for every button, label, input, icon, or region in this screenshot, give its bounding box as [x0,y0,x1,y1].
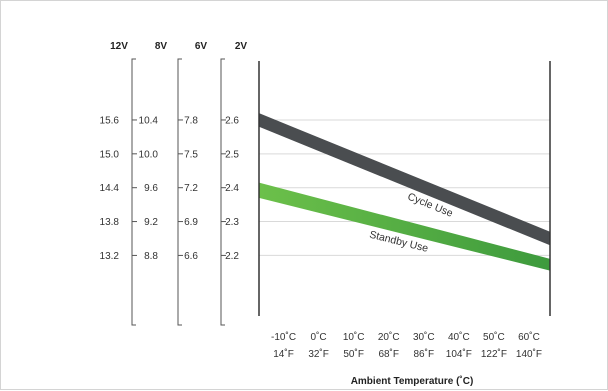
x-tick-label-fahrenheit: 32˚F [308,348,329,360]
x-tick-label-fahrenheit: 140˚F [516,348,542,360]
x-tick-label-fahrenheit: 122˚F [481,348,507,360]
voltage-tick-label: 7.8 [184,115,198,126]
voltage-axis-header: 8V [155,41,168,52]
voltage-tick-label: 9.6 [144,183,158,194]
voltage-tick-label: 8.8 [144,251,158,262]
voltage-tick-label: 15.6 [100,115,120,126]
voltage-axis-bracket [220,58,225,326]
x-tick-label-fahrenheit: 68˚F [378,348,399,360]
voltage-axis-header: 6V [195,41,208,52]
voltage-tick-label: 9.2 [144,217,158,228]
voltage-tick-label: 10.4 [139,115,159,126]
x-tick-label-fahrenheit: 86˚F [414,348,435,360]
voltage-tick-label: 2.5 [225,149,239,160]
x-tick-label-celsius: 20˚C [378,331,400,343]
voltage-tick-label: 2.3 [225,217,239,228]
voltage-tick-label: 6.9 [184,217,198,228]
voltage-tick-label: 6.6 [184,251,198,262]
voltage-axis-bracket [131,58,136,326]
voltage-tick-label: 2.2 [225,251,239,262]
x-tick-label-celsius: 10˚C [343,331,365,343]
x-axis-title: Ambient Temperature (˚C) [351,375,474,387]
x-tick-label-celsius: -10˚C [271,331,296,343]
voltage-tick-label: 7.5 [184,149,198,160]
voltage-tick-label: 2.4 [225,183,239,194]
x-tick-label-celsius: 40˚C [448,331,470,343]
voltage-tick-label: 15.0 [100,149,120,160]
voltage-tick-label: 13.2 [100,251,120,262]
voltage-axis-header: 2V [235,41,248,52]
voltage-axis-header: 12V [110,41,128,52]
cycle-use-band [259,113,550,246]
voltage-tick-label: 14.4 [100,183,120,194]
standby-use-band [259,182,550,271]
axes [131,58,551,326]
x-tick-label-fahrenheit: 50˚F [343,348,364,360]
voltage-tick-label: 13.8 [100,217,120,228]
x-tick-label-celsius: 50˚C [483,331,505,343]
x-tick-label-fahrenheit: 14˚F [273,348,294,360]
x-tick-label-celsius: 60˚C [518,331,540,343]
voltage-tick-label: 10.0 [139,149,159,160]
voltage-axis-bracket [177,58,182,326]
x-tick-label-fahrenheit: 104˚F [446,348,472,360]
x-tick-label-celsius: 0˚C [311,331,327,343]
voltage-tick-label: 2.6 [225,115,239,126]
bands [259,113,550,271]
x-tick-label-celsius: 30˚C [413,331,435,343]
voltage-tick-label: 7.2 [184,183,198,194]
